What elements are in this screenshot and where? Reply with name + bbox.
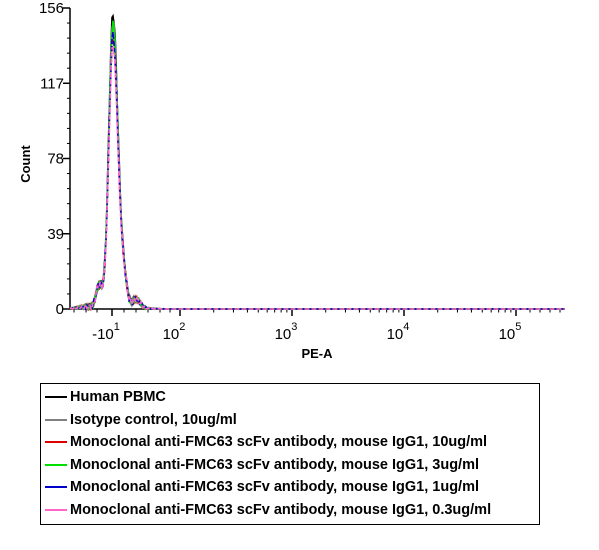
- legend-label: Monoclonal anti-FMC63 scFv antibody, mou…: [70, 456, 480, 473]
- series-line: [69, 38, 565, 312]
- x-tick-label: -101: [92, 321, 120, 343]
- legend-label: Isotype control, 10ug/ml: [70, 411, 237, 428]
- legend-item: Monoclonal anti-FMC63 scFv antibody, mou…: [45, 454, 533, 477]
- legend-item: Monoclonal anti-FMC63 scFv antibody, mou…: [45, 476, 533, 499]
- legend-swatch: [45, 396, 67, 399]
- histogram-chart: 0 39 78 117 156 -101 102 103 104 105 PE-A Count: [18, 0, 565, 361]
- legend-item: Isotype control, 10ug/ml: [45, 409, 533, 432]
- legend-swatch: [45, 486, 67, 489]
- series-group: [69, 13, 565, 312]
- series-line: [69, 13, 565, 311]
- legend-label: Monoclonal anti-FMC63 scFv antibody, mou…: [70, 501, 492, 518]
- legend-label: Monoclonal anti-FMC63 scFv antibody, mou…: [70, 479, 480, 496]
- legend-label: Monoclonal anti-FMC63 scFv antibody, mou…: [70, 434, 488, 451]
- series-line: [69, 31, 565, 312]
- x-tick-label: 102: [163, 321, 186, 343]
- y-tick-label: 117: [40, 75, 64, 92]
- legend-swatch: [45, 463, 67, 466]
- legend-item: Human PBMC: [45, 386, 533, 409]
- y-tick-label: 39: [47, 226, 64, 243]
- legend-item: Monoclonal anti-FMC63 scFv antibody, mou…: [45, 431, 533, 454]
- y-tick-label: 0: [56, 301, 64, 318]
- legend-swatch: [45, 508, 67, 511]
- legend-swatch: [45, 441, 67, 444]
- legend-item: Monoclonal anti-FMC63 scFv antibody, mou…: [45, 499, 533, 522]
- series-line: [70, 22, 565, 312]
- y-tick-label: 156: [39, 0, 64, 17]
- x-tick-label: 103: [275, 321, 298, 343]
- y-tick-label: 78: [47, 151, 64, 168]
- x-axis-title: PE-A: [301, 346, 333, 361]
- y-axis-title: Count: [18, 145, 33, 183]
- legend: Human PBMC Isotype control, 10ug/ml Monocl…: [40, 383, 540, 525]
- legend-label: Human PBMC: [70, 389, 166, 406]
- legend-swatch: [45, 418, 67, 421]
- y-axis: 0 39 78 117 156: [39, 0, 71, 318]
- series-line: [69, 46, 565, 312]
- series-line: [69, 20, 565, 311]
- x-tick-label: 104: [387, 321, 410, 343]
- x-tick-label: 105: [499, 321, 522, 343]
- x-axis: -101 102 103 104 105: [70, 308, 565, 343]
